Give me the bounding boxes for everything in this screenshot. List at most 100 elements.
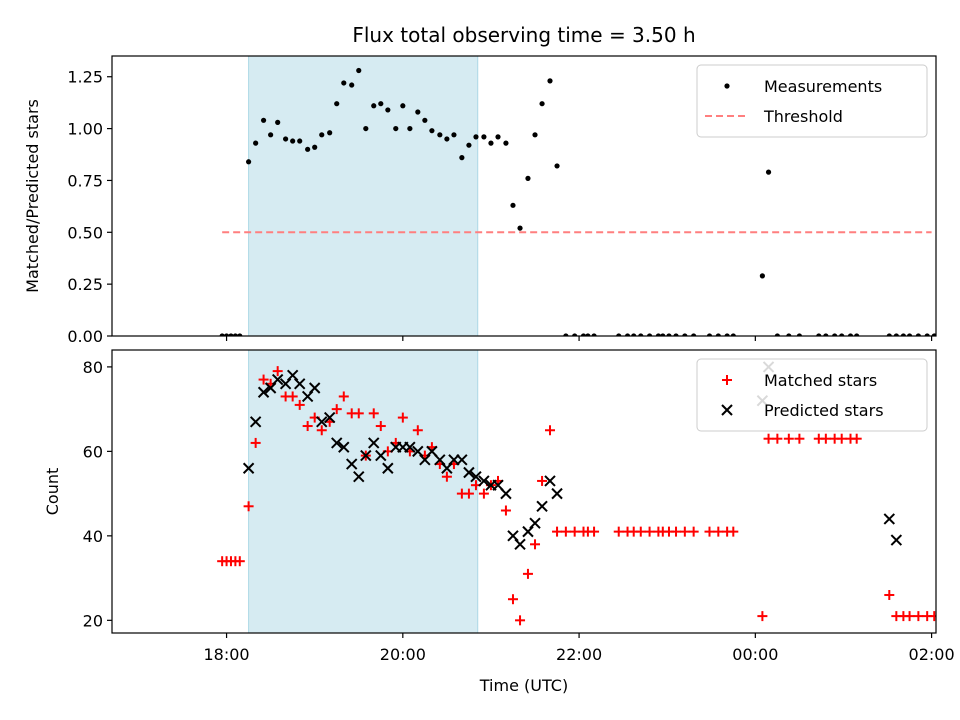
y-axis-label: Count — [43, 468, 62, 516]
data-point — [478, 488, 489, 499]
data-point — [223, 333, 230, 336]
data-point — [429, 128, 435, 134]
data-point — [272, 366, 283, 377]
data-point — [913, 611, 924, 622]
data-point — [473, 134, 479, 140]
legend-box — [696, 64, 928, 138]
data-point — [820, 433, 831, 444]
data-point — [253, 140, 259, 146]
data-point — [931, 333, 936, 336]
data-point — [245, 159, 252, 165]
data-point — [368, 437, 380, 449]
shaded-interval — [248, 55, 479, 337]
data-point — [271, 373, 284, 386]
data-point — [375, 449, 387, 462]
y-tick-label: 0.50 — [67, 223, 103, 242]
data-point — [900, 333, 906, 336]
y-tick-label: 1.00 — [67, 120, 103, 139]
data-point — [237, 333, 243, 336]
data-point — [666, 333, 672, 336]
y-tick-label: 0.75 — [67, 171, 103, 190]
data-point — [407, 125, 413, 132]
data-point — [437, 132, 443, 138]
legend: Measurements Threshold — [696, 64, 928, 138]
data-point — [312, 144, 318, 150]
chart-title: Flux total observing time = 3.50 h — [352, 23, 695, 47]
data-point — [616, 333, 622, 336]
data-point — [305, 146, 311, 152]
data-point — [488, 140, 494, 146]
data-point — [724, 333, 730, 336]
data-point — [924, 333, 930, 336]
x-tick-label: 20:00 — [380, 645, 426, 664]
data-point — [234, 556, 245, 567]
data-point — [232, 333, 238, 336]
data-point — [660, 333, 666, 336]
data-point — [360, 449, 372, 462]
data-point — [552, 526, 563, 537]
data-point — [893, 333, 899, 336]
data-point — [906, 333, 913, 336]
legend-marker — [724, 83, 730, 89]
data-point — [459, 155, 465, 161]
data-point — [444, 136, 450, 142]
data-point — [774, 333, 780, 336]
y-tick-label: 20 — [83, 611, 103, 630]
plot-area — [217, 361, 936, 626]
data-point — [772, 433, 783, 444]
data-point — [638, 333, 644, 336]
data-point — [290, 138, 296, 144]
data-point — [319, 132, 325, 138]
data-point — [544, 425, 555, 436]
data-point — [514, 538, 526, 551]
data-point — [589, 526, 600, 537]
data-point — [404, 441, 416, 453]
data-point — [441, 471, 452, 482]
data-point — [297, 138, 303, 144]
data-point — [385, 107, 391, 113]
data-point — [563, 333, 569, 336]
data-point — [363, 125, 369, 132]
data-point — [554, 163, 560, 169]
data-point — [591, 333, 597, 336]
legend-label: Matched stars — [764, 371, 877, 390]
data-point — [551, 487, 563, 500]
data-point — [786, 333, 792, 336]
data-point — [349, 82, 355, 88]
data-point — [585, 333, 591, 336]
data-point — [728, 526, 739, 537]
data-point — [816, 333, 822, 336]
data-point — [242, 462, 255, 474]
data-point — [691, 333, 697, 336]
data-point — [250, 437, 261, 448]
axes-frame — [111, 349, 937, 634]
data-point — [763, 433, 774, 444]
data-point — [539, 101, 545, 107]
data-point — [466, 142, 472, 148]
data-point — [375, 421, 386, 432]
data-point — [580, 333, 587, 336]
data-point — [713, 526, 724, 537]
y-axis-label: Matched/Predicted stars — [23, 99, 42, 293]
data-point — [886, 333, 892, 336]
data-point — [283, 136, 289, 142]
data-point — [682, 333, 688, 336]
data-point — [854, 333, 860, 336]
data-point — [704, 526, 715, 537]
data-point — [832, 333, 838, 336]
data-point — [397, 412, 408, 423]
data-point — [517, 225, 523, 231]
data-point — [823, 333, 829, 336]
data-point — [334, 101, 340, 107]
data-point — [883, 513, 895, 525]
data-point — [219, 333, 225, 336]
data-point — [308, 382, 321, 394]
data-point — [338, 391, 349, 402]
legend-entry: Matched stars — [722, 371, 877, 390]
data-point — [368, 408, 379, 419]
legend-entry: Measurements — [724, 77, 882, 96]
data-point — [547, 78, 553, 84]
y-tick-label: 80 — [83, 358, 103, 377]
y-tick-label: 60 — [83, 442, 103, 461]
